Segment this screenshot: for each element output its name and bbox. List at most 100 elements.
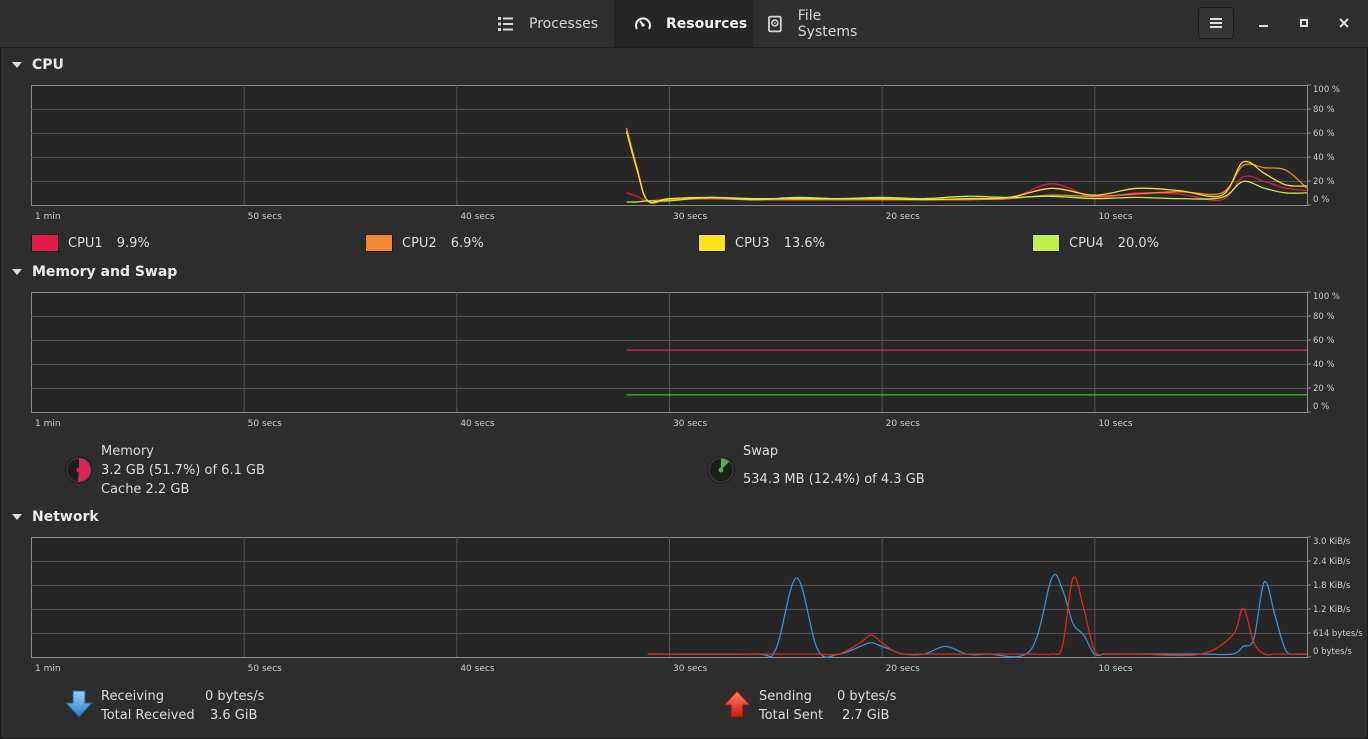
gauge-icon: [635, 16, 651, 30]
cpu2-color-swatch[interactable]: [365, 234, 393, 252]
cpu-x-tick: 1 min: [35, 212, 61, 222]
memory-y-tick: 20 %: [1313, 384, 1335, 394]
maximize-icon: [1300, 19, 1308, 27]
memory-y-tick: 0 %: [1313, 402, 1330, 412]
cpu2-value: 6.9%: [450, 235, 484, 251]
network-y-tick: 1.2 KiB/s: [1313, 605, 1351, 615]
mem-pie-wedge: [77, 458, 92, 482]
cpu-series-cpu4: [626, 180, 1308, 203]
tab-resources-label: Resources: [666, 15, 748, 32]
total-sent-label: Total Sent: [759, 708, 824, 723]
memory-y-tick: 100 %: [1313, 292, 1341, 302]
cpu-y-tick: 100 %: [1313, 85, 1341, 95]
network-x-tick: 30 secs: [673, 664, 708, 674]
cpu-x-tick: 30 secs: [673, 212, 708, 222]
network-x-tick: 40 secs: [460, 664, 495, 674]
cpu-x-tick: 20 secs: [885, 212, 920, 222]
cpu4-label: CPU4: [1069, 235, 1104, 251]
cpu1-color-swatch[interactable]: [31, 234, 59, 252]
list-icon: [498, 16, 513, 31]
memory-pie-icon[interactable]: [64, 455, 94, 485]
total-received-value: 3.6 GiB: [210, 708, 258, 723]
receive-arrow-icon[interactable]: [64, 689, 94, 719]
tab-processes[interactable]: Processes: [483, 0, 599, 47]
main-menu-button[interactable]: [1198, 7, 1234, 39]
network-x-tick: 10 secs: [1098, 664, 1133, 674]
memory-label: Memory: [101, 444, 154, 459]
swap-pie-wedge: [721, 458, 730, 470]
cache-value: Cache 2.2 GB: [101, 482, 190, 497]
network-y-tick: 3.0 KiB/s: [1313, 537, 1351, 547]
cpu2-legend-item: CPU2 6.9%: [365, 234, 484, 252]
receiving-label: Receiving: [101, 689, 165, 704]
cpu-y-tick: 20 %: [1313, 177, 1335, 187]
memory-plot: [31, 291, 1311, 413]
cpu3-label: CPU3: [735, 235, 770, 251]
network-x-tick: 20 secs: [885, 664, 920, 674]
cpu-section-header[interactable]: CPU: [10, 57, 64, 73]
network-y-tick: 1.8 KiB/s: [1313, 581, 1351, 591]
memory-history-graph: 1 min 50 secs 40 secs 30 secs 20 secs 10 secs…: [31, 291, 1340, 432]
network-plot: [31, 536, 1311, 658]
memory-y-tick: 80 %: [1313, 312, 1335, 322]
disk-icon: [768, 15, 782, 32]
tab-processes-label: Processes: [529, 15, 599, 32]
minimize-icon: [1259, 25, 1268, 27]
sending-label: Sending: [759, 689, 812, 704]
network-history-graph: 1 min 50 secs 40 secs 30 secs 20 secs 10 secs…: [31, 536, 1363, 677]
memory-section-header[interactable]: Memory and Swap: [10, 264, 177, 280]
network-section-header[interactable]: Network: [10, 509, 99, 525]
total-received-label: Total Received: [101, 708, 195, 723]
hamburger-icon: [1210, 18, 1222, 28]
receiving-value: 0 bytes/s: [205, 689, 265, 704]
cpu-history-graph: 1 min 50 secs 40 secs 30 secs 20 secs 10 secs…: [31, 84, 1340, 225]
cpu3-legend-item: CPU3 13.6%: [698, 234, 825, 252]
maximize-button[interactable]: [1293, 12, 1315, 34]
network-y-tick: 2.4 KiB/s: [1313, 557, 1351, 567]
cpu-y-tick: 60 %: [1313, 129, 1335, 139]
cpu4-color-swatch[interactable]: [1032, 234, 1060, 252]
cpu-title: CPU: [32, 57, 64, 73]
network-title: Network: [32, 509, 99, 525]
cpu1-label: CPU1: [68, 235, 103, 251]
cpu1-legend-item: CPU1 9.9%: [31, 234, 150, 252]
cpu3-color-swatch[interactable]: [698, 234, 726, 252]
network-x-tick: 50 secs: [247, 664, 282, 674]
tab-file-systems-label: File Systems: [797, 7, 858, 40]
swap-info: Swap 534.3 MB (12.4%) of 4.3 GB: [743, 442, 925, 489]
swap-pie-icon[interactable]: [706, 455, 736, 485]
cpu-y-tick: 40 %: [1313, 153, 1335, 163]
memory-info: Memory 3.2 GB (51.7%) of 6.1 GB Cache 2.…: [101, 442, 265, 499]
cpu-x-tick: 40 secs: [460, 212, 495, 222]
expander-arrow-icon: [12, 269, 22, 275]
network-series-sending: [647, 576, 1307, 657]
memory-value: 3.2 GB (51.7%) of 6.1 GB: [101, 463, 265, 478]
memory-y-tick: 40 %: [1313, 360, 1335, 370]
network-x-tick: 1 min: [35, 664, 61, 674]
memory-x-tick: 10 secs: [1098, 419, 1133, 429]
cpu-x-tick: 50 secs: [247, 212, 282, 222]
minimize-button[interactable]: [1253, 12, 1275, 34]
tab-file-systems[interactable]: File Systems: [754, 0, 884, 47]
header-bar: Processes Resources File Systems: [0, 0, 1368, 48]
cpu4-value: 20.0%: [1117, 235, 1160, 251]
cpu-grid: [31, 85, 1307, 205]
cpu-y-tick: 80 %: [1313, 105, 1335, 115]
cpu-y-tick: 0 %: [1313, 195, 1330, 205]
sending-value: 0 bytes/s: [837, 689, 897, 704]
tab-resources[interactable]: Resources: [614, 0, 753, 47]
expander-arrow-icon: [12, 62, 22, 68]
memory-title: Memory and Swap: [32, 264, 178, 280]
memory-y-tick: 60 %: [1313, 336, 1335, 346]
total-sent-value: 2.7 GiB: [842, 708, 890, 723]
expander-arrow-icon: [12, 514, 22, 520]
close-icon: [1339, 18, 1349, 28]
close-button[interactable]: [1333, 12, 1355, 34]
receiving-info: Receiving 0 bytes/s Total Received 3.6 GiB: [101, 687, 264, 725]
memory-x-tick: 20 secs: [885, 419, 920, 429]
send-arrow-icon[interactable]: [722, 689, 752, 719]
memory-x-tick: 1 min: [35, 419, 61, 429]
cpu-series-cpu3: [625, 131, 1308, 204]
memory-grid: [31, 292, 1307, 412]
cpu2-label: CPU2: [402, 235, 437, 251]
